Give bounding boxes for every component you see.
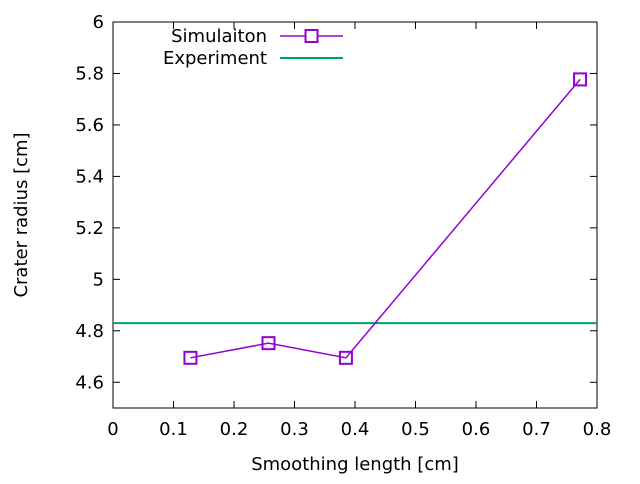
x-tick-label: 0.5 <box>401 419 430 440</box>
y-tick-label: 5.6 <box>75 115 104 136</box>
plot-frame <box>112 21 598 409</box>
x-tick-label: 0.2 <box>220 419 249 440</box>
legend-label-experiment: Experiment <box>163 48 267 69</box>
simulation-point <box>261 336 276 351</box>
x-tick-label: 0.7 <box>522 419 551 440</box>
y-tick-label: 4.8 <box>75 321 104 342</box>
y-tick-label: 4.6 <box>75 372 104 393</box>
x-tick-label: 0.4 <box>341 419 370 440</box>
y-tick-label: 5.4 <box>75 166 104 187</box>
x-tick-label: 0.3 <box>280 419 309 440</box>
legend: Simulaiton Experiment <box>163 26 343 69</box>
legend-label-simulation: Simulaiton <box>171 26 267 47</box>
simulation-point <box>338 350 353 365</box>
y-axis-label: Crater radius [cm] <box>11 132 32 297</box>
x-tick-label: 0.8 <box>583 419 612 440</box>
x-tick-label: 0.6 <box>462 419 491 440</box>
simulation-point <box>183 350 198 365</box>
legend-marker-simulation <box>304 29 319 43</box>
x-axis-label: Smoothing length [cm] <box>251 454 459 475</box>
simulation-point <box>573 72 588 87</box>
x-tick-label: 0.1 <box>159 419 188 440</box>
y-tick-label: 5.8 <box>75 63 104 84</box>
simulation-line <box>190 78 581 359</box>
x-tick-label: 0 <box>107 419 118 440</box>
y-tick-label: 6 <box>93 12 104 33</box>
y-tick-label: 5.2 <box>75 218 104 239</box>
y-tick-label: 5 <box>93 269 104 290</box>
